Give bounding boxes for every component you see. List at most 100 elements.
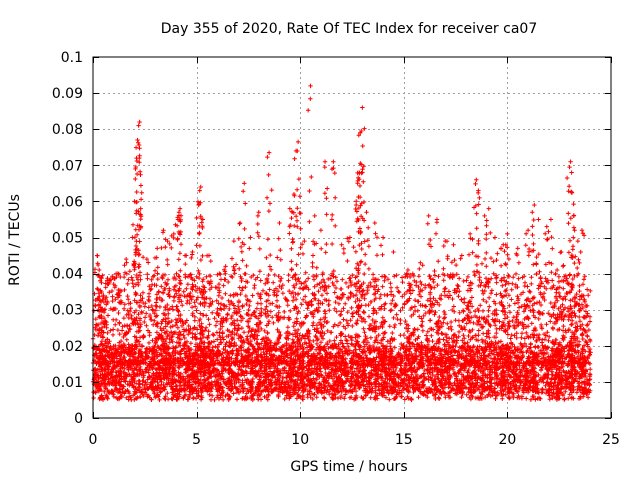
data-point — [137, 119, 142, 125]
data-point — [459, 253, 465, 258]
y-axis-tick-labels: 0 0.01 0.02 0.03 0.04 0.05 0.06 0.07 0.08 0.09 0.1 — [52, 50, 83, 427]
data-point — [405, 267, 411, 273]
data-points — [90, 83, 593, 403]
y-axis-label: ROTI / TECUs — [7, 194, 23, 286]
data-point — [155, 246, 160, 251]
data-point — [548, 217, 554, 222]
data-point — [237, 220, 243, 226]
axis-ticks — [93, 57, 612, 419]
data-point — [277, 220, 282, 226]
x-tick-label: 20 — [498, 432, 516, 448]
data-point — [364, 210, 369, 215]
data-point — [94, 253, 100, 258]
data-point — [451, 242, 456, 247]
x-tick-label: 15 — [395, 432, 413, 448]
data-point — [99, 275, 104, 280]
data-point — [575, 238, 581, 244]
chart-title: Day 355 of 2020, Rate Of TEC Index for r… — [161, 21, 537, 37]
data-point — [248, 235, 253, 240]
data-point — [196, 202, 201, 208]
data-point — [177, 206, 183, 211]
data-point — [132, 199, 137, 204]
data-point — [318, 228, 324, 233]
data-point — [554, 267, 560, 273]
data-point — [476, 188, 481, 193]
plot-frame — [92, 56, 612, 419]
y-tick-label: 0.04 — [52, 267, 83, 283]
data-point — [426, 213, 431, 219]
data-point — [101, 293, 106, 298]
data-point — [571, 213, 576, 219]
data-point — [200, 217, 206, 222]
data-point — [266, 150, 272, 155]
data-point — [532, 202, 537, 208]
data-point — [264, 195, 270, 200]
data-point — [287, 206, 293, 211]
data-point — [97, 267, 102, 273]
y-tick-label: 0.05 — [52, 231, 83, 247]
data-point — [197, 188, 202, 193]
data-point — [161, 228, 166, 233]
data-point — [525, 228, 531, 233]
data-point — [391, 249, 396, 255]
x-tick-label: 0 — [89, 432, 98, 448]
data-point — [544, 224, 549, 229]
data-point — [568, 159, 573, 164]
data-point — [144, 256, 150, 262]
x-tick-label: 5 — [192, 432, 201, 448]
y-tick-label: 0.07 — [52, 158, 83, 174]
data-point — [359, 128, 364, 134]
data-point — [176, 210, 182, 215]
data-point — [559, 249, 564, 255]
data-point — [434, 217, 440, 222]
y-tick-label: 0 — [74, 411, 83, 427]
x-tick-label: 25 — [602, 432, 620, 448]
data-point — [418, 260, 423, 265]
data-point — [347, 235, 353, 240]
data-point — [133, 166, 138, 172]
data-point — [339, 242, 344, 247]
data-point — [501, 242, 506, 247]
data-point — [372, 220, 377, 226]
data-point — [103, 296, 108, 302]
data-point — [130, 235, 135, 240]
data-point — [165, 238, 170, 244]
data-point — [515, 246, 520, 251]
data-point — [135, 137, 140, 143]
data-point — [579, 228, 585, 233]
data-point — [138, 206, 143, 211]
y-tick-label: 0.09 — [52, 86, 83, 102]
data-point — [569, 170, 574, 175]
data-point — [295, 139, 301, 145]
data-point — [322, 159, 328, 164]
data-point — [353, 202, 359, 208]
data-point — [134, 155, 139, 161]
data-point — [308, 83, 313, 89]
y-tick-label: 0.06 — [52, 194, 83, 210]
x-axis-tick-labels: 0 5 10 15 20 25 — [89, 432, 620, 448]
data-point — [242, 181, 247, 186]
data-point — [443, 238, 448, 244]
data-point — [357, 170, 362, 175]
data-point — [360, 105, 365, 110]
data-point — [217, 271, 222, 276]
data-point — [492, 235, 498, 240]
y-tick-label: 0.1 — [61, 50, 83, 66]
data-point — [291, 191, 297, 197]
data-point — [530, 210, 535, 215]
y-tick-label: 0.02 — [52, 339, 83, 355]
x-axis-label: GPS time / hours — [290, 459, 407, 475]
y-tick-label: 0.03 — [52, 303, 83, 319]
data-point — [474, 177, 479, 182]
data-point — [302, 238, 307, 244]
data-point — [380, 235, 386, 240]
x-tick-label: 10 — [291, 432, 309, 448]
data-point — [175, 217, 181, 222]
data-point — [198, 184, 203, 190]
data-point — [486, 206, 491, 211]
data-point — [184, 253, 189, 258]
data-point — [293, 148, 299, 154]
data-point — [256, 210, 261, 215]
y-tick-label: 0.08 — [52, 122, 83, 138]
